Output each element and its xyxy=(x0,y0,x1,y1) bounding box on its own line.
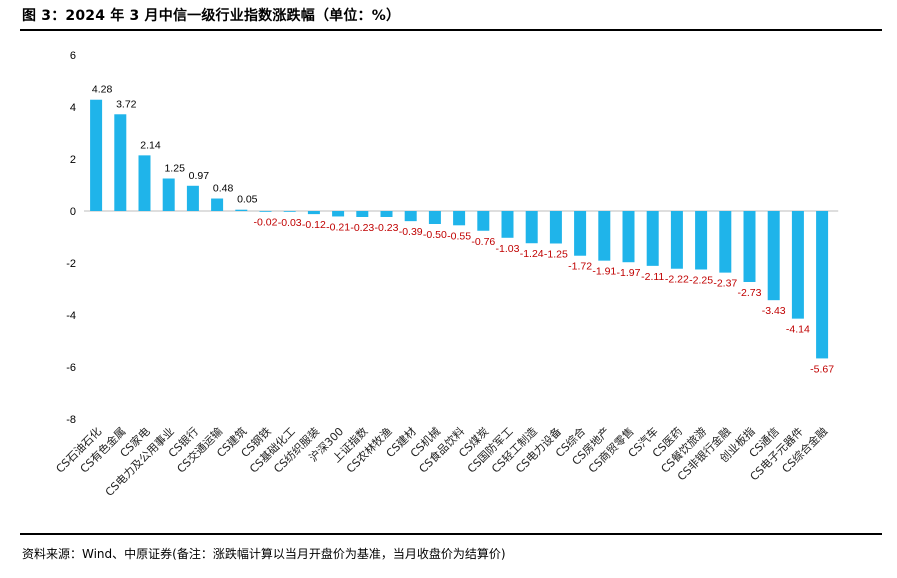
data-labels-group: 4.283.722.141.250.970.480.05-0.02 -0.03 -0… xyxy=(92,84,834,376)
bar xyxy=(549,211,562,244)
data-label: 4.28 xyxy=(92,84,113,96)
bar xyxy=(719,211,732,273)
bar xyxy=(525,211,538,244)
data-label: -0.76 xyxy=(471,236,495,248)
bar xyxy=(211,198,224,211)
bar xyxy=(307,211,320,215)
bar xyxy=(138,155,151,211)
data-label: -2.11 xyxy=(641,271,664,283)
data-label: 2.14 xyxy=(140,139,161,151)
bars-group xyxy=(90,99,829,359)
data-label: -0.50 xyxy=(423,229,447,241)
top-rule xyxy=(20,29,882,31)
data-label: -1.03 xyxy=(496,243,520,255)
data-label: -4.14 xyxy=(786,324,810,336)
bar xyxy=(574,211,587,256)
data-label: -0.23 xyxy=(375,222,399,234)
y-tick-label: 6 xyxy=(70,50,76,62)
bar xyxy=(453,211,466,226)
bar xyxy=(283,211,296,212)
bar xyxy=(622,211,635,263)
bar xyxy=(404,211,417,222)
data-label: -1.97 xyxy=(617,267,641,279)
bar xyxy=(162,178,175,211)
data-label: 0.05 xyxy=(237,194,258,206)
data-label: -0.55 xyxy=(447,230,471,242)
bottom-rule xyxy=(20,533,882,535)
bar xyxy=(186,185,199,211)
bar xyxy=(356,211,369,217)
bar xyxy=(791,211,804,319)
data-label: -1.24 xyxy=(520,248,544,260)
data-label: -5.67 xyxy=(810,363,834,375)
data-label: 0.48 xyxy=(213,183,234,195)
bar xyxy=(235,209,248,211)
data-label: -1.91 xyxy=(592,266,616,278)
data-label: -0.02 xyxy=(254,217,278,229)
bar xyxy=(598,211,611,261)
data-label: 0.97 xyxy=(189,170,210,182)
y-tick-label: -2 xyxy=(66,258,76,270)
data-label: -1.72 xyxy=(568,261,592,273)
data-label: 3.72 xyxy=(116,98,137,110)
y-tick-label: 0 xyxy=(70,206,76,218)
bar xyxy=(743,211,756,282)
bar xyxy=(501,211,514,238)
bar xyxy=(428,211,441,224)
bar xyxy=(114,114,127,211)
bar xyxy=(816,211,829,359)
category-labels-group: CS石油石化CS有色金属CS家电CS电力及公用事业CS银行CS交通运输CS建筑C… xyxy=(53,424,830,499)
source-note: 资料来源：Wind、中原证券(备注：涨跌幅计算以当月开盘价为基准，当月收盘价为结… xyxy=(22,547,506,561)
data-label: 1.25 xyxy=(164,163,185,175)
data-label: -0.23 xyxy=(350,222,374,234)
y-tick-label: -8 xyxy=(66,414,76,426)
data-label: -2.37 xyxy=(713,278,737,290)
bar xyxy=(767,211,780,301)
bar xyxy=(670,211,683,269)
y-tick-label: -4 xyxy=(66,310,76,322)
data-label: -1.25 xyxy=(544,249,568,261)
data-label: -2.73 xyxy=(738,287,762,299)
y-axis: 6 4 2 0 -2 -4 -6 -8 xyxy=(66,50,76,426)
figure-title: 图 3：2024 年 3 月中信一级行业指数涨跌幅（单位：%） xyxy=(22,8,401,24)
data-label: -2.22 xyxy=(665,274,689,286)
y-tick-label: 4 xyxy=(70,102,76,114)
data-label: -0.03 xyxy=(278,217,302,229)
data-label: -0.21 xyxy=(326,221,350,233)
data-label: -0.39 xyxy=(399,226,423,238)
bar xyxy=(332,211,345,217)
bar xyxy=(695,211,708,270)
bar xyxy=(380,211,393,217)
bar xyxy=(646,211,659,266)
data-label: -0.12 xyxy=(302,219,326,231)
data-label: -2.25 xyxy=(689,275,713,287)
data-label: -3.43 xyxy=(762,305,786,317)
bar xyxy=(259,211,272,212)
bar xyxy=(477,211,490,231)
bar-chart: 6 4 2 0 -2 -4 -6 -8 4.283.72 2.141.25 0.970.480.0… xyxy=(53,50,839,499)
y-tick-label: -6 xyxy=(66,362,76,374)
bar xyxy=(90,99,103,211)
y-tick-label: 2 xyxy=(70,154,76,166)
